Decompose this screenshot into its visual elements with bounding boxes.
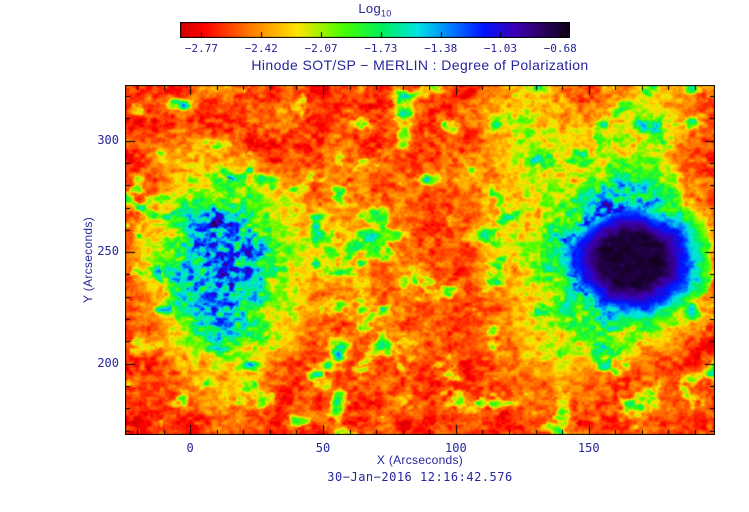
- timestamp: 30−Jan−2016 12:16:42.576: [327, 470, 513, 484]
- y-axis-label: Y (Arcseconds): [81, 216, 95, 304]
- colorbar-tick-label: −0.68: [543, 42, 577, 55]
- colorbar: [180, 22, 570, 38]
- colorbar-tick-label: −1.03: [483, 42, 517, 55]
- colorbar-tick-label: −2.42: [244, 42, 278, 55]
- x-tick-label: 0: [186, 441, 194, 455]
- colorbar-title-text: Log: [358, 1, 381, 16]
- heatmap-canvas: [125, 85, 715, 435]
- x-tick-label: 50: [315, 441, 331, 455]
- x-tick-label: 150: [577, 441, 600, 455]
- y-tick-label: 250: [97, 244, 119, 259]
- colorbar-tick-label: −2.77: [184, 42, 218, 55]
- colorbar-tick-label: −1.73: [364, 42, 398, 55]
- colorbar-title: Log10: [358, 1, 391, 19]
- colorbar-title-subscript: 10: [380, 8, 392, 19]
- x-axis-label: X (Arcseconds): [376, 453, 464, 467]
- y-tick-label: 200: [97, 355, 119, 370]
- y-tick-label: 300: [97, 132, 119, 147]
- colorbar-tick-label: −1.38: [424, 42, 458, 55]
- x-tick-label: 100: [445, 441, 467, 455]
- plot-title: Hinode SOT/SP − MERLIN : Degree of Polar…: [251, 57, 589, 73]
- colorbar-tick-label: −2.07: [304, 42, 338, 55]
